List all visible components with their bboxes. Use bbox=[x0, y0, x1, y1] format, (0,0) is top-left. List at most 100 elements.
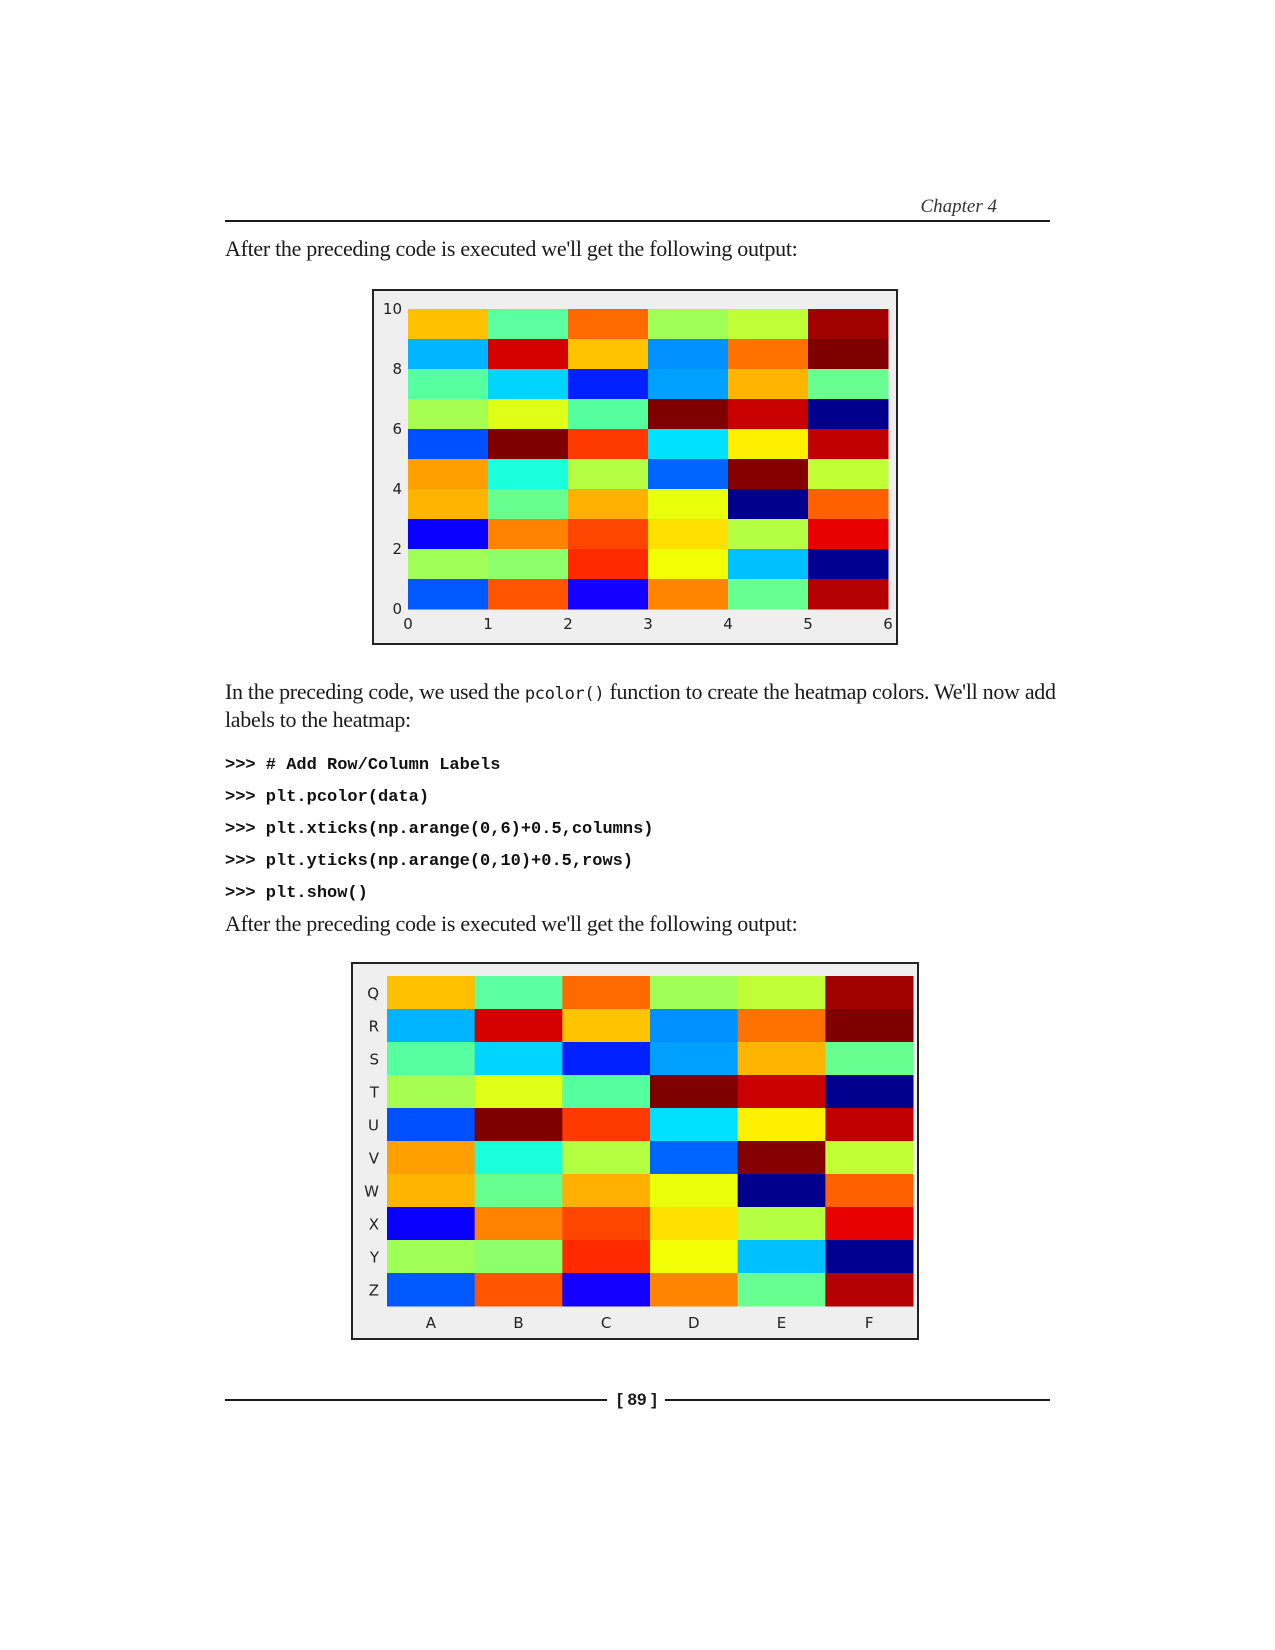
heatmap-cell bbox=[387, 1009, 476, 1043]
heatmap-cell bbox=[568, 549, 649, 580]
row-label: Y bbox=[369, 1249, 380, 1267]
heatmap-cell bbox=[562, 1240, 651, 1274]
heatmap-cell bbox=[488, 459, 569, 490]
heatmap-cell bbox=[474, 1042, 563, 1076]
heatmap-cell bbox=[808, 489, 889, 520]
heatmap-cell bbox=[728, 429, 809, 460]
heatmap-cell bbox=[387, 1075, 476, 1109]
heatmap-cell bbox=[474, 1141, 563, 1175]
x-tick-label: 6 bbox=[883, 615, 893, 633]
heatmap-cell bbox=[825, 1075, 914, 1109]
page-footer: [ 89 ] bbox=[225, 1386, 1050, 1414]
y-tick-label: 0 bbox=[392, 600, 402, 618]
inline-code-pcolor: pcolor() bbox=[524, 684, 605, 704]
heatmap-cell bbox=[488, 369, 569, 400]
heatmap-cell bbox=[808, 309, 889, 340]
heatmap-cell bbox=[408, 369, 489, 400]
code-line: >>> plt.pcolor(data) bbox=[225, 788, 430, 807]
row-label: T bbox=[369, 1084, 380, 1102]
x-tick-label: 2 bbox=[563, 615, 573, 633]
row-label: W bbox=[364, 1183, 379, 1201]
heatmap-cell bbox=[728, 339, 809, 370]
heatmap-cell bbox=[648, 429, 729, 460]
x-tick-label: 0 bbox=[403, 615, 413, 633]
heatmap-cell bbox=[488, 339, 569, 370]
heatmap-cell bbox=[568, 429, 649, 460]
heatmap-cell bbox=[728, 549, 809, 580]
column-label: D bbox=[688, 1314, 700, 1332]
heatmap-cell bbox=[808, 459, 889, 490]
heatmap-cell bbox=[728, 309, 809, 340]
heatmap-cell bbox=[737, 976, 826, 1010]
heatmap-cell bbox=[488, 489, 569, 520]
heatmap-cell bbox=[650, 1009, 739, 1043]
heatmap-cell bbox=[728, 519, 809, 550]
heatmap-cell bbox=[562, 1207, 651, 1241]
row-label: Z bbox=[369, 1282, 379, 1300]
heatmap-cell bbox=[728, 399, 809, 430]
heatmap-cell bbox=[808, 369, 889, 400]
heatmap-cell bbox=[650, 1174, 739, 1208]
heatmap-cell bbox=[387, 1273, 476, 1307]
heatmap-cell bbox=[408, 429, 489, 460]
x-tick-label: 4 bbox=[723, 615, 733, 633]
heatmap-cell bbox=[387, 1174, 476, 1208]
heatmap-cell bbox=[648, 459, 729, 490]
heatmap-cell bbox=[808, 339, 889, 370]
row-label: R bbox=[369, 1018, 379, 1036]
heatmap-cell bbox=[488, 399, 569, 430]
heatmap-cell bbox=[474, 1108, 563, 1142]
heatmap-cell bbox=[474, 976, 563, 1010]
code-line: >>> plt.show() bbox=[225, 884, 368, 903]
heatmap-cell bbox=[737, 1075, 826, 1109]
heatmap-cell bbox=[408, 309, 489, 340]
heatmap-cell bbox=[825, 976, 914, 1010]
page-number: [ 89 ] bbox=[617, 1390, 657, 1409]
heatmap-cell bbox=[650, 1207, 739, 1241]
heatmap-cell bbox=[474, 1240, 563, 1274]
heatmap-cell bbox=[474, 1009, 563, 1043]
heatmap-cell bbox=[808, 519, 889, 550]
heatmap-cell bbox=[737, 1042, 826, 1076]
heatmap-cell bbox=[737, 1174, 826, 1208]
column-label: C bbox=[601, 1314, 611, 1332]
heatmap-cell bbox=[568, 489, 649, 520]
heatmap-cell bbox=[808, 579, 889, 610]
heatmap-cell bbox=[650, 1042, 739, 1076]
heatmap-cell bbox=[648, 369, 729, 400]
y-tick-label: 4 bbox=[392, 480, 402, 498]
row-label: X bbox=[369, 1216, 379, 1234]
heatmap-cell bbox=[387, 1141, 476, 1175]
heatmap-cell bbox=[648, 309, 729, 340]
heatmap-cell bbox=[408, 489, 489, 520]
heatmap-cell bbox=[650, 1108, 739, 1142]
column-label: B bbox=[513, 1314, 523, 1332]
heatmap-cell bbox=[562, 1075, 651, 1109]
code-line: >>> # Add Row/Column Labels bbox=[225, 756, 501, 775]
paragraph-pcolor-explanation: In the preceding code, we used the pcolo… bbox=[225, 679, 1065, 733]
heatmap-cell bbox=[408, 399, 489, 430]
y-tick-label: 8 bbox=[392, 360, 402, 378]
paragraph-output-intro-2: After the preceding code is executed we'… bbox=[225, 911, 798, 936]
heatmap-cell bbox=[728, 459, 809, 490]
heatmap-cell bbox=[387, 1042, 476, 1076]
heatmap-cell bbox=[568, 399, 649, 430]
heatmap-cell bbox=[648, 519, 729, 550]
footer-rule-left bbox=[225, 1399, 607, 1401]
heatmap-cell bbox=[825, 1207, 914, 1241]
heatmap-cell bbox=[737, 1141, 826, 1175]
heatmap-cell bbox=[568, 459, 649, 490]
heatmap-cell bbox=[648, 549, 729, 580]
heatmap-cell bbox=[387, 1207, 476, 1241]
code-block: >>> # Add Row/Column Labels >>> plt.pcol… bbox=[225, 750, 653, 910]
heatmap-cell bbox=[648, 489, 729, 520]
heatmap-cell bbox=[737, 1240, 826, 1274]
heatmap-cell bbox=[562, 1108, 651, 1142]
heatmap-cell bbox=[648, 399, 729, 430]
column-label: F bbox=[865, 1314, 874, 1332]
heatmap-cell bbox=[562, 1042, 651, 1076]
heatmap-cell bbox=[737, 1273, 826, 1307]
heatmap-cell bbox=[825, 1009, 914, 1043]
column-label: A bbox=[426, 1314, 437, 1332]
